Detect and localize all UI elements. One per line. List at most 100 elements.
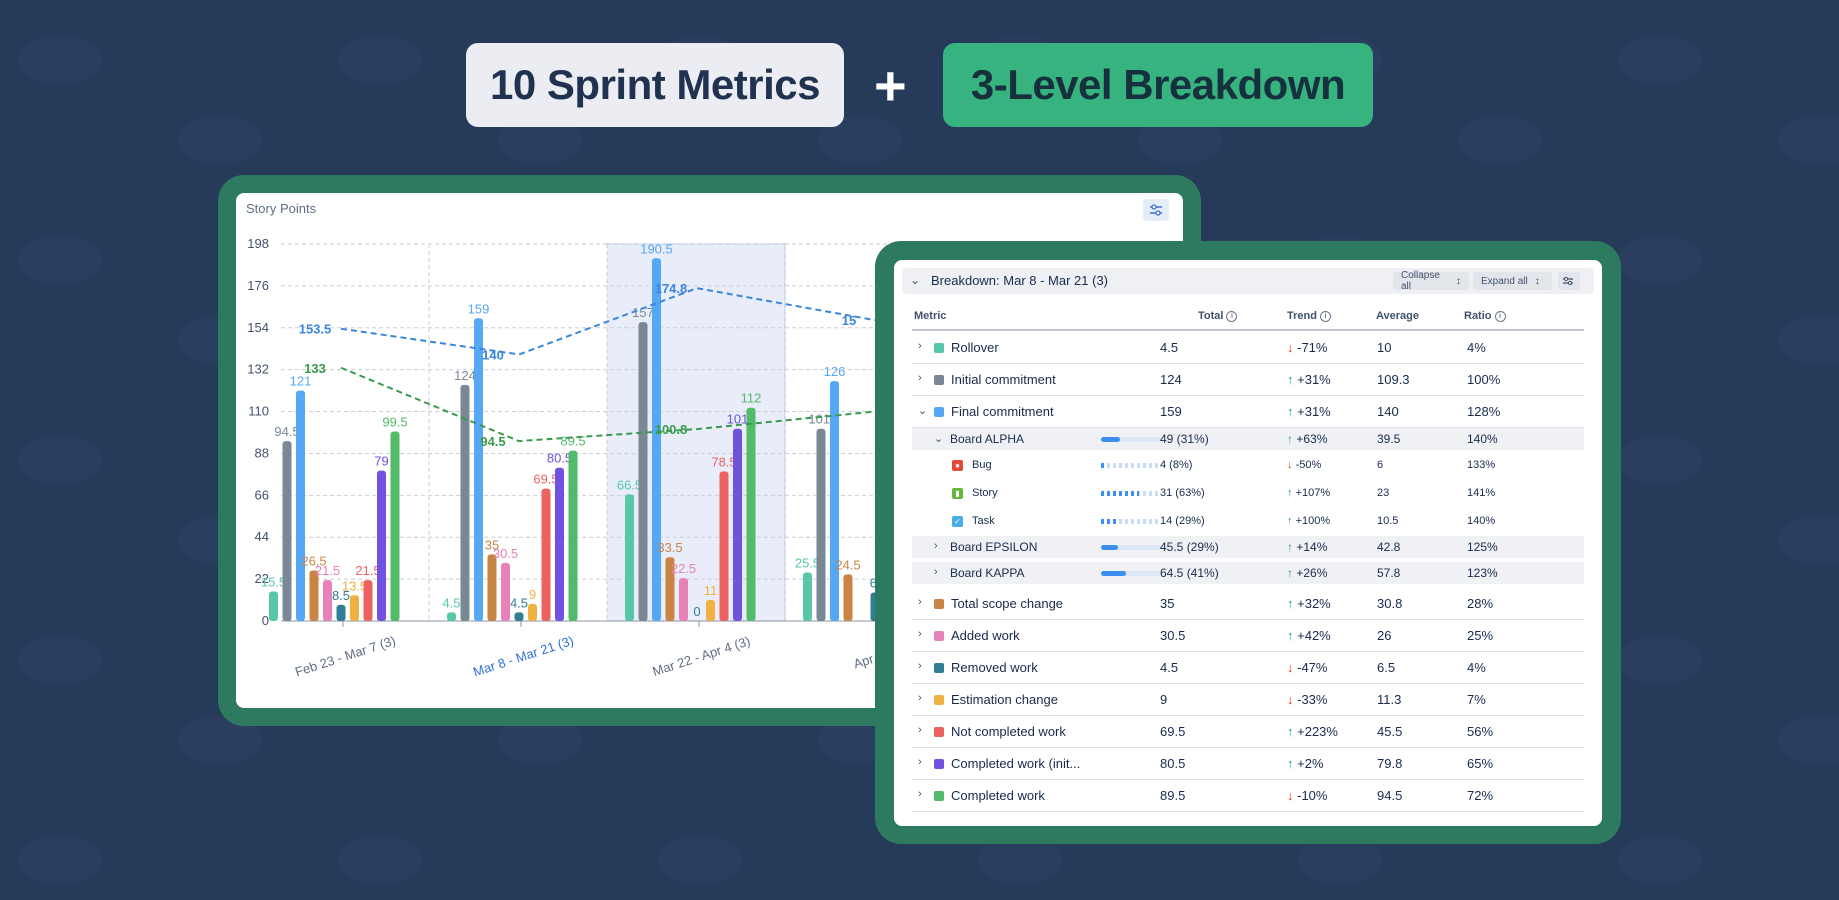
ratio-cell: 4% <box>1467 340 1486 355</box>
series-swatch <box>934 727 944 737</box>
metric-row[interactable]: › Removed work 4.5 ↓ -47% 6.5 4% <box>912 651 1584 684</box>
bar-added-work <box>323 580 332 621</box>
metric-row[interactable]: › Rollover 4.5 ↓ -71% 10 4% <box>912 331 1584 364</box>
y-tick-label: 66 <box>255 487 269 502</box>
line-value-label: 174.8 <box>655 281 688 296</box>
col-metric: Metric <box>914 310 947 322</box>
board-row[interactable]: ⌄ Board ALPHA 49 (31%) ↑ +63% 39.5 140% <box>912 428 1584 450</box>
bar-value-label: 9 <box>529 587 536 602</box>
bar-value-label: 79 <box>374 454 388 469</box>
trend-cell: ↑ +100% <box>1287 515 1330 527</box>
chevron-right-icon[interactable]: › <box>918 660 922 672</box>
total-cell: 14 (29%) <box>1160 515 1205 527</box>
average-cell: 6.5 <box>1377 660 1396 675</box>
chevron-right-icon[interactable]: › <box>934 566 938 578</box>
chevron-down-icon[interactable]: ⌄ <box>910 273 921 287</box>
sliders-icon[interactable] <box>1143 199 1169 221</box>
share-bar <box>1101 491 1161 496</box>
bar-estimation-change <box>350 595 359 621</box>
bar-value-label: 101. <box>808 412 833 427</box>
issue-type-row[interactable]: ✓ Task 14 (29%) ↑ +100% 10.5 140% <box>912 507 1584 535</box>
chevron-right-icon[interactable]: › <box>918 628 922 640</box>
average-cell: 23 <box>1377 487 1390 499</box>
breakdown-header[interactable]: ⌄ Breakdown: Mar 8 - Mar 21 (3) Collapse… <box>902 268 1594 294</box>
trend-cell: ↑ +2% <box>1287 756 1324 771</box>
bar-rollover <box>803 572 812 621</box>
bar-value-label: 157 <box>632 305 654 320</box>
chevron-right-icon[interactable]: › <box>918 724 922 736</box>
arrow-up-icon: ↑ <box>1287 724 1294 739</box>
info-icon[interactable]: i <box>1494 310 1506 322</box>
bar-total-scope-change <box>487 554 497 621</box>
metric-row[interactable]: › Completed work 89.5 ↓ -10% 94.5 72% <box>912 779 1584 812</box>
bar-value-label: 4.5 <box>510 595 528 610</box>
share-bar-fill <box>1101 571 1126 576</box>
board-row[interactable]: › Board KAPPA 64.5 (41%) ↑ +26% 57.8 123… <box>912 562 1584 584</box>
chevron-right-icon[interactable]: › <box>918 788 922 800</box>
metric-row[interactable]: › Added work 30.5 ↑ +42% 26 25% <box>912 619 1584 652</box>
arrow-up-icon: ↑ <box>1287 540 1293 554</box>
bar-removed-work <box>514 612 524 621</box>
trend-cell: ↑ +14% <box>1287 540 1327 554</box>
ratio-cell: 25% <box>1467 628 1494 643</box>
info-icon[interactable]: i <box>1226 310 1238 322</box>
share-bar-fill <box>1101 545 1118 550</box>
metric-row[interactable]: › Completed work (init... 80.5 ↑ +2% 79.… <box>912 747 1584 780</box>
ratio-cell: 128% <box>1467 404 1501 419</box>
metric-row[interactable]: › Estimation change 9 ↓ -33% 11.3 7% <box>912 683 1584 716</box>
metric-row[interactable]: › Not completed work 69.5 ↑ +223% 45.5 5… <box>912 715 1584 748</box>
trend-cell: ↑ +31% <box>1287 404 1331 419</box>
bar-initial-commitment <box>638 322 648 621</box>
collapse-all-button[interactable]: Collapse all ↕ <box>1393 270 1469 292</box>
chevron-down-icon[interactable]: ⌄ <box>934 433 944 445</box>
bar-total-scope-change <box>843 574 853 621</box>
chevron-right-icon[interactable]: › <box>918 596 922 608</box>
info-icon[interactable]: i <box>1319 310 1331 322</box>
story-icon: ▮ <box>952 488 963 499</box>
metric-row[interactable]: ⌄ Final commitment 159 ↑ +31% 140 128% <box>912 395 1584 428</box>
bar-initial-commitment <box>816 428 826 621</box>
settings-sliders-icon[interactable] <box>1558 272 1580 290</box>
metric-row[interactable]: › Total scope change 35 ↑ +32% 30.8 28% <box>912 587 1584 620</box>
expand-all-button[interactable]: Expand all ↕ <box>1473 272 1552 290</box>
trend-value: +100% <box>1295 515 1331 527</box>
chevron-right-icon[interactable]: › <box>918 756 922 768</box>
type-label: Bug <box>972 459 992 471</box>
issue-type-row[interactable]: ▮ Story 31 (63%) ↑ +107% 23 141% <box>912 479 1584 507</box>
ratio-cell: 133% <box>1467 459 1496 471</box>
col-trend: Trend i <box>1287 310 1331 322</box>
trend-value: +31% <box>1297 372 1331 387</box>
total-cell: 31 (63%) <box>1160 487 1205 499</box>
average-cell: 94.5 <box>1377 788 1403 803</box>
trend-value: +14% <box>1296 540 1328 554</box>
ratio-cell: 72% <box>1467 788 1494 803</box>
total-cell: 4 (8%) <box>1160 459 1193 471</box>
ratio-cell: 7% <box>1467 692 1486 707</box>
chevron-down-icon[interactable]: ⌄ <box>918 405 928 417</box>
chart-title: Story Points <box>246 201 317 216</box>
board-row[interactable]: › Board EPSILON 45.5 (29%) ↑ +14% 42.8 1… <box>912 536 1584 558</box>
chevron-right-icon[interactable]: › <box>934 540 938 552</box>
bar-value-label: 33.5 <box>657 540 682 555</box>
issue-type-row[interactable]: ● Bug 4 (8%) ↓ -50% 6 133% <box>912 451 1584 479</box>
total-cell: 35 <box>1160 596 1175 611</box>
trend-value: -71% <box>1297 340 1328 355</box>
bar-completed-work <box>568 450 578 621</box>
metric-row[interactable]: › Initial commitment 124 ↑ +31% 109.3 10… <box>912 363 1584 396</box>
metric-label: Initial commitment <box>951 372 1056 387</box>
y-tick-label: 44 <box>255 529 269 544</box>
average-cell: 45.5 <box>1377 724 1403 739</box>
ratio-cell: 140% <box>1467 432 1498 446</box>
chevron-right-icon[interactable]: › <box>918 372 922 384</box>
chevron-right-icon[interactable]: › <box>918 692 922 704</box>
average-line <box>340 366 876 443</box>
bar-added-work <box>501 562 510 621</box>
arrow-down-icon: ↓ <box>1287 660 1294 675</box>
bar-not-completed-work <box>541 488 551 621</box>
line-value-label: 100.8 <box>655 422 688 437</box>
bar-value-label: 94.5 <box>274 424 299 439</box>
share-bar-fill <box>1101 519 1118 524</box>
ratio-cell: 56% <box>1467 724 1494 739</box>
arrow-up-icon: ↑ <box>1287 372 1294 387</box>
chevron-right-icon[interactable]: › <box>918 340 922 352</box>
